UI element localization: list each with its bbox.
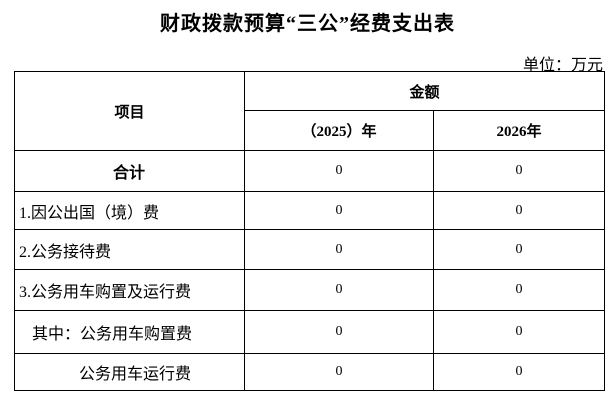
- table-body: 合计 0 0 1.因公出国（境）费 0 0 2.公务接待费 0 0 3.公务用车…: [14, 150, 606, 391]
- row-label: 1.因公出国（境）费: [14, 191, 245, 230]
- value-cell-2025: 0: [244, 310, 434, 354]
- row-label: 3.公务用车购置及运行费: [14, 269, 245, 311]
- column-header-year-2025: （2025）年: [244, 110, 434, 151]
- table-row-vehicle-purchase-and-operation: 3.公务用车购置及运行费 0 0: [14, 269, 606, 311]
- value-cell-2026: 0: [432, 310, 606, 354]
- value-cell-2026: 0: [432, 191, 606, 230]
- value-cell-2026: 0: [432, 269, 606, 311]
- table-row-abroad-expense: 1.因公出国（境）费 0 0: [14, 191, 606, 230]
- column-header-amount: 金额: [243, 71, 606, 111]
- value-cell-2025: 0: [244, 269, 434, 311]
- table-row-vehicle-operation: 公务用车运行费 0 0: [14, 353, 606, 391]
- header-row-years: （2025）年 2026年: [15, 110, 606, 151]
- table-row-reception-expense: 2.公务接待费 0 0: [14, 229, 606, 270]
- row-label: 公务用车运行费: [14, 353, 245, 391]
- value-cell-2025: 0: [244, 229, 434, 270]
- three-public-expense-table: 项目 金额 （2025）年 2026年 合计 0 0 1.因公出国（境）费 0 …: [14, 71, 606, 391]
- value-cell-2026: 0: [432, 150, 606, 192]
- header-row-amount: 项目 金额: [14, 71, 606, 151]
- value-cell-2026: 0: [432, 353, 606, 391]
- table-row-total: 合计 0 0: [14, 150, 606, 192]
- value-cell-2026: 0: [432, 229, 606, 270]
- table-row-vehicle-purchase: 其中：公务用车购置费 0 0: [14, 310, 606, 354]
- column-header-year-2026: 2026年: [432, 110, 606, 151]
- unit-label: 单位：万元: [522, 57, 603, 74]
- value-cell-2025: 0: [244, 191, 434, 230]
- row-label: 其中：公务用车购置费: [14, 310, 245, 354]
- row-label: 2.公务接待费: [14, 229, 245, 270]
- value-cell-2025: 0: [244, 353, 434, 391]
- table-header: 项目 金额 （2025）年 2026年: [14, 71, 606, 151]
- column-header-item: 项目: [14, 71, 245, 151]
- page-title: 财政拨款预算“三公”经费支出表: [160, 13, 455, 35]
- row-label: 合计: [14, 150, 245, 192]
- value-cell-2025: 0: [244, 150, 434, 192]
